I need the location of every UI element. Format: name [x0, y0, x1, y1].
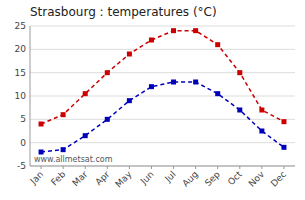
- x-tick: [63, 166, 64, 169]
- y-tick-label: 15: [15, 68, 26, 78]
- point: [61, 112, 66, 117]
- x-tick-label: Dec: [269, 169, 288, 188]
- x-tick-label: Oct: [226, 169, 244, 187]
- point: [39, 122, 44, 127]
- x-tick: [107, 166, 108, 169]
- x-tick-label: May: [113, 169, 134, 190]
- series-line: [41, 31, 284, 124]
- point: [171, 28, 176, 33]
- x-tick-label: Jun: [138, 169, 156, 187]
- x-tick-label: Nov: [247, 169, 267, 189]
- y-tick-label: -5: [17, 161, 26, 171]
- x-tick-label: Apr: [93, 169, 111, 187]
- point: [105, 70, 110, 75]
- x-tick-label: Feb: [49, 169, 68, 188]
- x-tick: [151, 166, 152, 169]
- point: [127, 98, 132, 103]
- x-tick: [217, 166, 218, 169]
- x-tick-label: Jan: [28, 169, 46, 187]
- point: [237, 108, 242, 113]
- y-tick-label: 5: [20, 114, 26, 124]
- grid-line: [30, 142, 295, 143]
- point: [171, 80, 176, 85]
- y-tick-label: 0: [20, 138, 26, 148]
- x-tick-label: Mar: [70, 169, 89, 188]
- series-line: [41, 82, 284, 152]
- series-group: [39, 28, 287, 154]
- point: [237, 70, 242, 75]
- x-tick: [283, 166, 284, 169]
- watermark: www.allmetsat.com: [34, 155, 113, 164]
- grid-line: [30, 49, 295, 50]
- chart: Strasbourg : temperatures (°C) -5 0 5 10 15 20…: [0, 0, 305, 200]
- title: Strasbourg : temperatures (°C): [30, 5, 217, 19]
- point: [83, 133, 88, 138]
- point: [281, 145, 286, 150]
- point: [193, 80, 198, 85]
- x-tick: [129, 166, 130, 169]
- x-tick: [239, 166, 240, 169]
- y-tick-label: 10: [15, 91, 27, 101]
- point: [83, 91, 88, 96]
- point: [193, 28, 198, 33]
- x-axis: JanFebMarAprMayJun JulAugSepOctNovDec: [28, 166, 289, 189]
- y-axis: -5 0 5 10 15 20 25: [15, 21, 295, 171]
- point: [127, 52, 132, 57]
- y-axis-line: [30, 26, 31, 166]
- x-tick: [173, 166, 174, 169]
- x-tick: [195, 166, 196, 169]
- x-tick-label: Sep: [203, 169, 222, 188]
- grid-line: [30, 72, 295, 73]
- point: [61, 147, 66, 152]
- y-tick-label: 25: [15, 21, 26, 31]
- point: [215, 42, 220, 47]
- point: [105, 117, 110, 122]
- x-axis-line: [30, 166, 295, 167]
- point: [149, 84, 154, 89]
- point: [259, 129, 264, 134]
- point: [39, 150, 44, 155]
- y-tick-label: 20: [15, 44, 27, 54]
- grid-line: [30, 119, 295, 120]
- grid-line: [30, 26, 295, 27]
- x-tick: [261, 166, 262, 169]
- point: [259, 108, 264, 113]
- x-tick: [41, 166, 42, 169]
- x-tick: [85, 166, 86, 169]
- x-tick-label: Aug: [180, 169, 200, 189]
- grid-line: [30, 166, 295, 167]
- x-tick-label: Jul: [162, 169, 177, 184]
- grid-line: [30, 96, 295, 97]
- point: [149, 38, 154, 43]
- point: [281, 119, 286, 124]
- point: [215, 91, 220, 96]
